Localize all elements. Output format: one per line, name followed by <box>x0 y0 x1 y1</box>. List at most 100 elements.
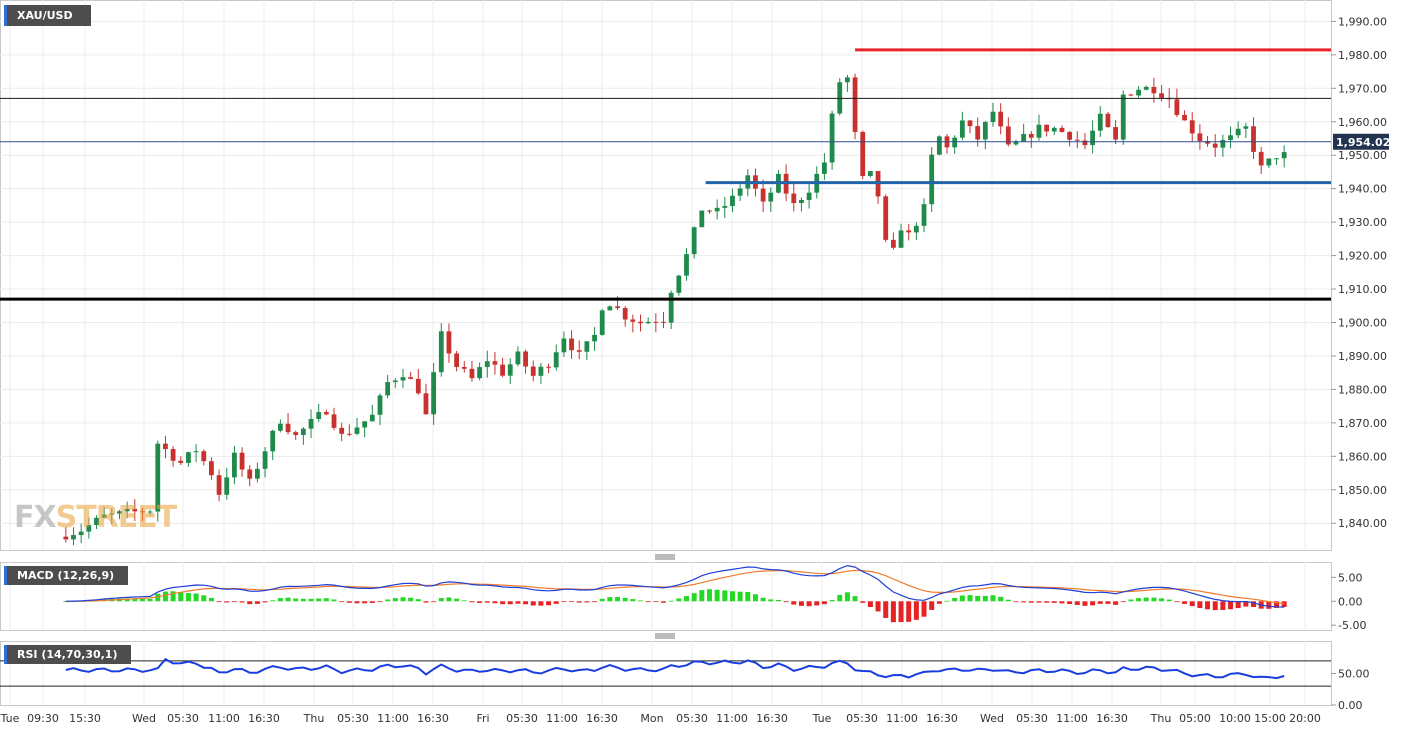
macd-histogram-bar <box>1067 601 1073 605</box>
macd-histogram-bar <box>1159 598 1165 602</box>
macd-histogram-bar <box>615 597 621 602</box>
macd-histogram-bar <box>201 595 207 602</box>
candle-body <box>1067 131 1073 140</box>
candle-body <box>584 341 590 352</box>
candle-body <box>913 225 919 233</box>
candle-body <box>998 111 1004 127</box>
macd-histogram-bar <box>998 596 1004 602</box>
candle-body <box>653 321 659 323</box>
candle-body <box>86 525 92 532</box>
candle-body <box>155 443 161 512</box>
price-tick-label: 1,990.00 <box>1338 15 1387 28</box>
candle-body <box>232 452 237 478</box>
time-tick-label: 10:00 <box>1219 712 1251 725</box>
macd-histogram-bar <box>798 601 804 606</box>
macd-histogram-bar <box>1251 601 1257 608</box>
macd-histogram-bar <box>224 601 230 603</box>
macd-histogram-bar <box>400 597 406 602</box>
macd-histogram-bar <box>653 601 659 603</box>
macd-histogram-bar <box>1013 601 1019 603</box>
macd-histogram-bar <box>1105 601 1111 604</box>
candle-body <box>1044 124 1050 132</box>
macd-histogram-bar <box>944 600 950 602</box>
candle-body <box>239 452 245 470</box>
macd-histogram-bar <box>362 601 368 604</box>
candle-body <box>622 308 628 320</box>
macd-histogram-bar <box>523 601 529 605</box>
macd-histogram-bar <box>162 591 168 602</box>
time-tick-label: 05:30 <box>846 712 878 725</box>
candle-body <box>1151 86 1157 94</box>
macd-histogram-bar <box>561 601 567 603</box>
macd-histogram-bar <box>1120 601 1126 603</box>
macd-histogram-bar <box>622 597 628 602</box>
macd-histogram-bar <box>829 599 835 602</box>
candle-body <box>822 162 827 174</box>
candle-body <box>806 192 812 200</box>
macd-histogram-bar <box>1151 597 1157 602</box>
macd-histogram-bar <box>231 601 237 603</box>
macd-histogram-bar <box>247 601 253 605</box>
candle-body <box>1105 113 1111 128</box>
candle-body <box>967 120 973 127</box>
macd-histogram-bar <box>1128 599 1134 602</box>
macd-histogram-bar <box>553 601 559 604</box>
candle-body <box>316 412 322 420</box>
candle-body <box>691 227 697 255</box>
macd-histogram-bar <box>783 601 789 603</box>
macd-histogram-bar <box>768 599 774 602</box>
candle-body <box>929 154 935 205</box>
macd-histogram-bar <box>354 601 360 604</box>
candles <box>63 73 1287 546</box>
price-tick-label: 1,970.00 <box>1338 82 1387 95</box>
candle-body <box>262 451 268 469</box>
macd-histogram-bar <box>1220 601 1226 610</box>
macd-histogram-bar <box>569 601 575 603</box>
macd-histogram-bar <box>936 601 942 604</box>
macd-histogram-bar <box>1174 601 1180 603</box>
candle-body <box>1251 126 1256 152</box>
macd-histogram-bar <box>676 598 682 602</box>
macd-histogram-bar <box>469 601 475 603</box>
time-tick-label: 15:00 <box>1254 712 1286 725</box>
candle-body <box>1182 114 1187 121</box>
macd-histogram-bar <box>1090 601 1096 606</box>
time-tick-label: Tue <box>812 712 832 725</box>
price-tick-label: 1,940.00 <box>1338 183 1387 196</box>
time-tick-label: Thu <box>303 712 325 725</box>
macd-histogram-bar <box>1005 599 1011 602</box>
current-price-tag <box>1333 133 1389 150</box>
candle-body <box>990 111 996 123</box>
macd-histogram-bar <box>293 598 299 602</box>
candle-body <box>898 230 904 248</box>
symbol-label: XAU/USD <box>4 5 91 26</box>
macd-histogram-bar <box>323 598 329 602</box>
candle-body <box>369 414 375 422</box>
candle-body <box>500 364 505 376</box>
time-tick-label: 15:30 <box>69 712 101 725</box>
macd-histogram-bar <box>316 598 322 602</box>
macd-histogram-bar <box>906 601 912 622</box>
candle-body <box>461 367 467 369</box>
rsi-label: RSI (14,70,30,1) <box>4 645 132 664</box>
candle-body <box>1212 143 1218 148</box>
macd-histogram-bar <box>1028 601 1034 603</box>
macd-histogram-bar <box>714 589 720 602</box>
candle-body <box>684 254 689 276</box>
time-tick-label: 05:30 <box>167 712 199 725</box>
time-tick-label: 11:00 <box>886 712 918 725</box>
candle-body <box>1120 94 1126 140</box>
macd-histogram-bar <box>967 595 973 602</box>
candle-body <box>400 377 406 381</box>
candle-body <box>247 469 253 479</box>
macd-histogram-bar <box>760 597 766 602</box>
candle-body <box>561 338 567 353</box>
macd-histogram-bar <box>262 601 268 603</box>
macd-histogram-bar <box>124 598 130 602</box>
candle-body <box>883 196 889 240</box>
time-tick-label: 11:00 <box>208 712 240 725</box>
candle-body <box>423 393 429 415</box>
macd-histogram-bar <box>1212 601 1218 611</box>
macd-histogram-bar <box>737 591 743 602</box>
candle-body <box>676 275 682 293</box>
